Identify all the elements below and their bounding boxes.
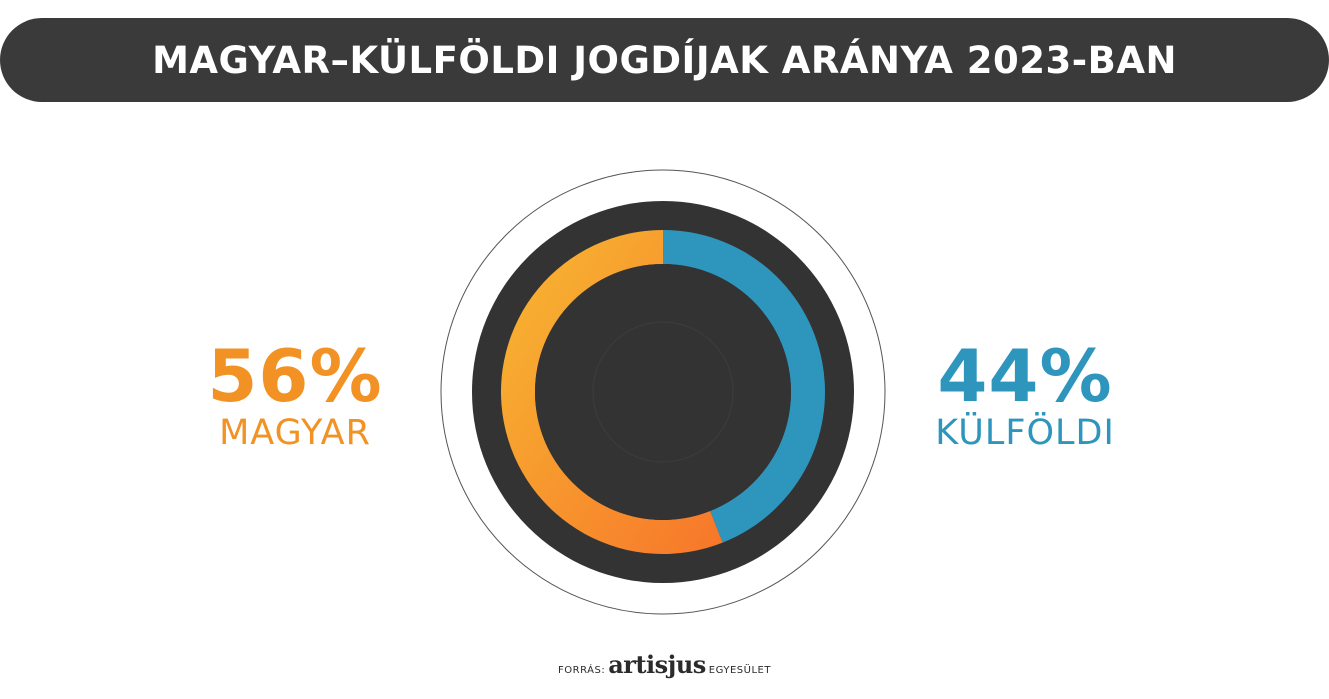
chart-title: MAGYAR–KÜLFÖLDI JOGDÍJAK ARÁNYA 2023-BAN [152, 38, 1177, 82]
source-prefix: FORRÁS: [558, 665, 606, 676]
stat-kulfoldi: 44% KÜLFÖLDI [910, 338, 1140, 452]
inner-core [535, 264, 791, 520]
inner-decor-ring [592, 321, 734, 463]
outer-ring [440, 169, 886, 615]
donut-slices [500, 230, 825, 554]
slice-label-kulfoldi-value: 44% [937, 334, 1113, 418]
source-credit: FORRÁS: artisjus EGYESÜLET [0, 650, 1329, 679]
slice-magyar [500, 230, 723, 554]
artisjus-logo: artisjus [608, 650, 706, 679]
title-bar: MAGYAR–KÜLFÖLDI JOGDÍJAK ARÁNYA 2023-BAN [0, 18, 1329, 102]
source-suffix: EGYESÜLET [708, 665, 771, 676]
slice-kulfoldi [663, 230, 825, 543]
slice-label-magyar-name: MAGYAR [219, 413, 371, 453]
slice-label-magyar-value: 56% [207, 334, 383, 418]
stat-magyar: 56% MAGYAR [180, 338, 410, 452]
slice-label-kulfoldi-name: KÜLFÖLDI [935, 413, 1115, 453]
